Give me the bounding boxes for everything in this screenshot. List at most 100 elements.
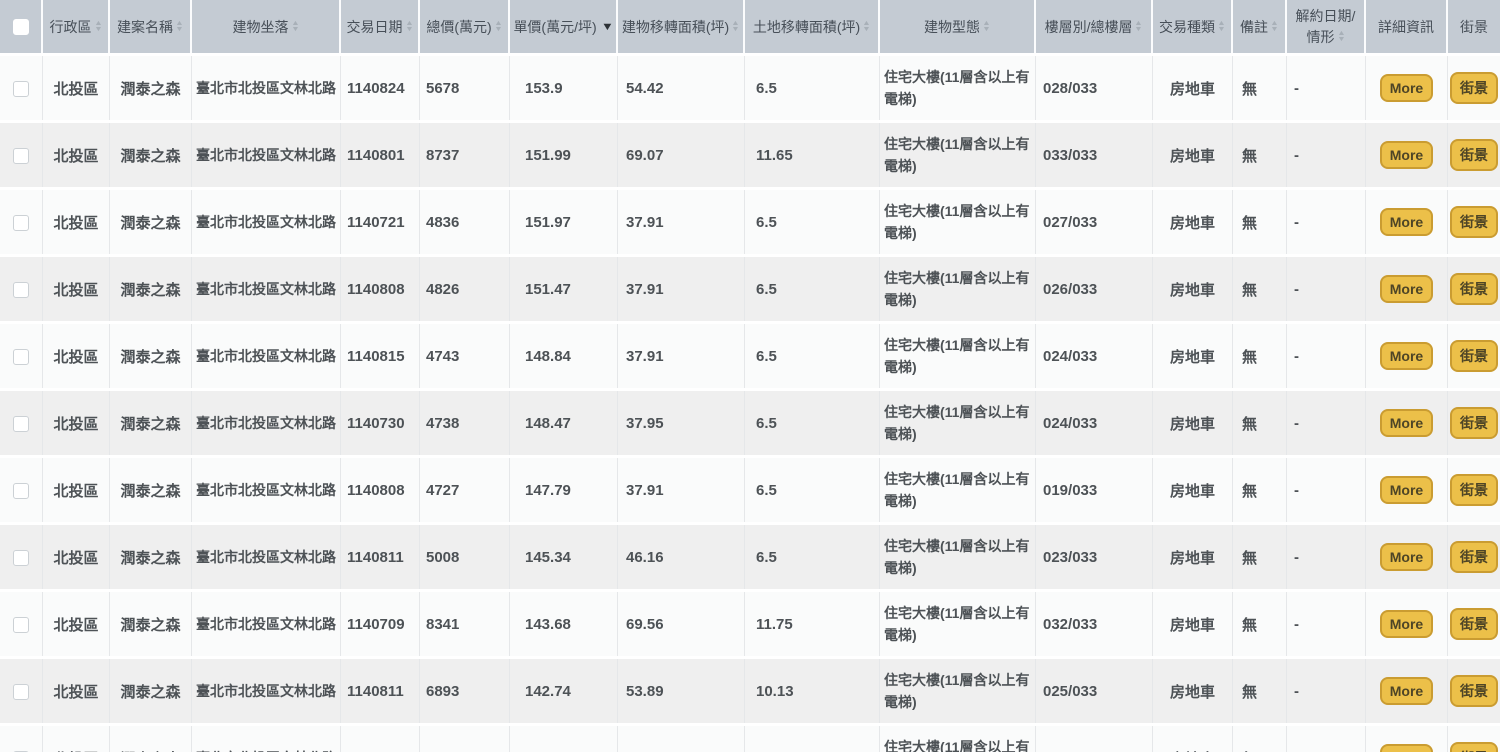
more-button[interactable]: More [1379, 74, 1434, 102]
streetview-button[interactable]: 街景 [1450, 742, 1498, 752]
column-header-unit[interactable]: 單價(萬元/坪) ▼ [510, 0, 618, 53]
row-checkbox[interactable] [13, 549, 29, 566]
cell-building-type: 住宅大樓(11層含以上有電梯) [880, 257, 1036, 321]
cell-total-price: 5678 [420, 56, 510, 120]
column-header-note[interactable]: 備註 ▲ ▼ [1233, 0, 1287, 53]
column-label: 樓層別/總樓層 [1044, 18, 1133, 35]
cell-building-type: 住宅大樓(11層含以上有電梯) [880, 592, 1036, 656]
cell-cancellation: - [1287, 726, 1366, 752]
column-header-district[interactable]: 行政區 ▲ ▼ [43, 0, 110, 53]
streetview-button[interactable]: 街景 [1450, 206, 1498, 238]
streetview-button[interactable]: 街景 [1450, 273, 1498, 305]
more-button[interactable]: More [1379, 409, 1434, 437]
cell-building-type: 住宅大樓(11層含以上有電梯) [880, 525, 1036, 589]
row-checkbox[interactable] [13, 214, 29, 231]
column-label: 解約日期/情形 [1295, 7, 1356, 45]
cell-address: 臺北市北投區文林北路 [192, 190, 341, 254]
cell-project-name: 潤泰之森 [110, 726, 192, 752]
cell-total-price: 6893 [420, 659, 510, 723]
more-button[interactable]: More [1379, 275, 1434, 303]
table-row: 北投區 潤泰之森 臺北市北投區文林北路 1140808 4727 147.79 … [0, 458, 1500, 522]
column-header-project[interactable]: 建案名稱 ▲ ▼ [110, 0, 192, 53]
column-header-address[interactable]: 建物坐落 ▲ ▼ [192, 0, 341, 53]
row-checkbox[interactable] [13, 147, 29, 164]
row-select-cell [0, 525, 43, 589]
column-header-floor[interactable]: 樓層別/總樓層 ▲ ▼ [1036, 0, 1153, 53]
more-button[interactable]: More [1379, 610, 1434, 638]
cell-transaction-date: 1140811 [341, 525, 420, 589]
cell-unit-price: 148.84 [510, 324, 618, 388]
cell-note: 無 [1233, 190, 1287, 254]
streetview-button[interactable]: 街景 [1450, 407, 1498, 439]
column-label: 交易種類 [1159, 18, 1216, 35]
select-all-checkbox[interactable] [12, 19, 29, 36]
streetview-button[interactable]: 街景 [1450, 340, 1498, 372]
column-label: 總價(萬元) [426, 18, 492, 35]
more-button[interactable]: More [1379, 543, 1434, 571]
more-button[interactable]: More [1379, 744, 1434, 752]
sort-icon: ▲ ▼ [290, 19, 300, 33]
row-checkbox[interactable] [13, 616, 29, 633]
cell-streetview: 街景 [1448, 391, 1500, 455]
table-row: 北投區 潤泰之森 臺北市北投區文林北路 1140709 8341 143.68 … [0, 592, 1500, 656]
row-checkbox[interactable] [13, 80, 29, 97]
row-checkbox[interactable] [13, 348, 29, 365]
streetview-button[interactable]: 街景 [1450, 541, 1498, 573]
row-checkbox[interactable] [13, 683, 29, 700]
more-button[interactable]: More [1379, 342, 1434, 370]
cell-district: 北投區 [43, 659, 110, 723]
streetview-button[interactable]: 街景 [1450, 139, 1498, 171]
cell-detail-info: More [1366, 659, 1448, 723]
cell-unit-price: 143.68 [510, 592, 618, 656]
cell-district: 北投區 [43, 257, 110, 321]
column-label: 建物坐落 [232, 18, 289, 35]
row-select-cell [0, 726, 43, 752]
column-header-kind[interactable]: 交易種類 ▲ ▼ [1153, 0, 1233, 53]
select-all-header-cell [0, 0, 43, 53]
cell-floor-total: 023/033 [1036, 525, 1153, 589]
column-header-bldg_area[interactable]: 建物移轉面積(坪) ▲ ▼ [618, 0, 745, 53]
sort-icon: ▲ ▼ [731, 19, 740, 33]
cell-building-area: 53.89 [618, 659, 745, 723]
row-checkbox[interactable] [13, 415, 29, 432]
more-button[interactable]: More [1379, 476, 1434, 504]
more-button[interactable]: More [1379, 208, 1434, 236]
row-checkbox[interactable] [13, 281, 29, 298]
sort-icon: ▲ ▼ [862, 19, 871, 33]
cell-transaction-date: 1140801 [341, 123, 420, 187]
column-label: 土地移轉面積(坪) [752, 18, 861, 35]
column-header-type[interactable]: 建物型態 ▲ ▼ [880, 0, 1036, 53]
cell-detail-info: More [1366, 123, 1448, 187]
column-header-land_area[interactable]: 土地移轉面積(坪) ▲ ▼ [745, 0, 880, 53]
cell-transaction-kind: 房地車 [1153, 190, 1233, 254]
cell-building-area: 54.42 [618, 56, 745, 120]
table-header-row: 行政區 ▲ ▼ 建案名稱 ▲ ▼ 建物坐落 ▲ ▼ 交易日期 ▲ ▼ 總價(萬元) ▲ ▼ 單價(萬元/坪) ▼… [0, 0, 1500, 53]
cell-district: 北投區 [43, 190, 110, 254]
cell-transaction-kind: 房地車 [1153, 592, 1233, 656]
cell-project-name: 潤泰之森 [110, 324, 192, 388]
streetview-button[interactable]: 街景 [1450, 675, 1498, 707]
column-header-date[interactable]: 交易日期 ▲ ▼ [341, 0, 420, 53]
cell-address: 臺北市北投區文林北路 [192, 123, 341, 187]
cell-address: 臺北市北投區文林北路 [192, 592, 341, 656]
cell-transaction-date: 1140815 [341, 324, 420, 388]
column-header-total[interactable]: 總價(萬元) ▲ ▼ [420, 0, 510, 53]
streetview-button[interactable]: 街景 [1450, 608, 1498, 640]
streetview-button[interactable]: 街景 [1450, 72, 1498, 104]
cell-cancellation: - [1287, 391, 1366, 455]
cell-streetview: 街景 [1448, 659, 1500, 723]
cell-floor-total: 024/033 [1036, 391, 1153, 455]
more-button[interactable]: More [1379, 141, 1434, 169]
sort-icon: ▲ ▼ [1134, 19, 1144, 33]
more-button[interactable]: More [1379, 677, 1434, 705]
cell-detail-info: More [1366, 458, 1448, 522]
row-select-cell [0, 257, 43, 321]
streetview-button[interactable]: 街景 [1450, 474, 1498, 506]
cell-total-price: 5008 [420, 525, 510, 589]
cell-floor-total: 032/033 [1036, 592, 1153, 656]
cell-transaction-kind: 房地車 [1153, 324, 1233, 388]
column-header-cancel[interactable]: 解約日期/情形 ▲ ▼ [1287, 0, 1366, 53]
row-checkbox[interactable] [13, 482, 29, 499]
cell-building-area: 37.91 [618, 257, 745, 321]
